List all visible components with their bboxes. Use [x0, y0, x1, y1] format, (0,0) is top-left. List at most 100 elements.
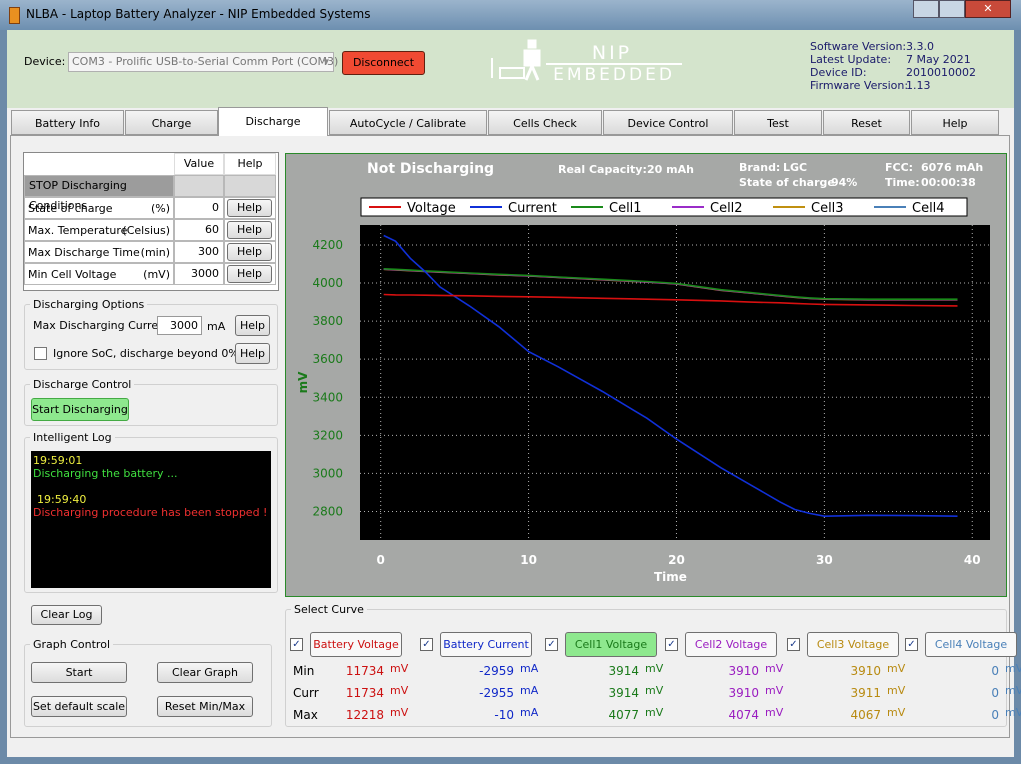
fcc-value: 6076 mAh: [921, 161, 983, 174]
row-label: [24, 219, 174, 241]
row-value[interactable]: 0: [174, 197, 224, 219]
legend-label: Cell3: [811, 201, 844, 216]
tab[interactable]: Battery Info: [11, 110, 124, 135]
curve-checkbox[interactable]: ✓: [905, 638, 918, 651]
start-discharging-button[interactable]: Start Discharging: [31, 398, 129, 421]
curve-button[interactable]: Cell4 Voltage: [925, 632, 1017, 657]
start-button[interactable]: Start: [31, 662, 127, 683]
help-button[interactable]: Help: [227, 265, 272, 283]
default-scale-button[interactable]: Set default scale: [31, 696, 127, 717]
tab[interactable]: Cells Check: [488, 110, 602, 135]
row-unit: (%): [150, 202, 170, 215]
soc-label: State of charge: [739, 176, 835, 189]
curve-checkbox[interactable]: ✓: [420, 638, 433, 651]
help-button[interactable]: Help: [235, 343, 270, 364]
row-label: [24, 241, 174, 263]
group-title: Intelligent Log: [30, 431, 115, 444]
curve-checkbox[interactable]: ✓: [290, 638, 303, 651]
curve-button[interactable]: Battery Voltage: [310, 632, 402, 657]
row-value[interactable]: 3000: [174, 263, 224, 285]
curve-unit: mV: [1005, 684, 1021, 697]
options-group: Discharging Options: [24, 298, 278, 370]
curve-unit: mA: [520, 684, 539, 697]
maximize-button[interactable]: [939, 0, 965, 18]
y-tick-label: 3400: [312, 390, 343, 404]
help-button[interactable]: Help: [227, 221, 272, 239]
curve-unit: mV: [765, 684, 784, 697]
tab[interactable]: Test: [734, 110, 822, 135]
info-value: 1.13: [906, 79, 931, 92]
curve-value: 11734: [345, 686, 384, 700]
clear-graph-button[interactable]: Clear Graph: [157, 662, 253, 683]
current-label: Max Discharging Current:: [33, 319, 174, 332]
row-help-cell: [224, 263, 276, 285]
curve-unit: mV: [887, 662, 906, 675]
row-unit: (Celsius): [122, 224, 170, 237]
info-value: 3.3.0: [906, 40, 934, 53]
row-help-cell: [224, 197, 276, 219]
ignore-checkbox[interactable]: [34, 347, 47, 360]
tab[interactable]: AutoCycle / Calibrate: [329, 110, 487, 135]
row-label: Max Discharge Time: [28, 246, 140, 259]
row-label: Min: [293, 664, 315, 678]
curve-value: -2959: [479, 664, 514, 678]
curve-checkbox[interactable]: ✓: [545, 638, 558, 651]
curve-unit: mV: [390, 662, 409, 675]
row-label: Curr: [293, 686, 319, 700]
row-label: [24, 197, 174, 219]
row-label: [24, 263, 174, 285]
tab[interactable]: Reset: [823, 110, 910, 135]
row-value[interactable]: 60: [174, 219, 224, 241]
help-button[interactable]: Help: [235, 315, 270, 336]
curve-value: 3910: [728, 686, 759, 700]
tab[interactable]: Device Control: [603, 110, 733, 135]
curve-button[interactable]: Cell2 Voltage: [685, 632, 777, 657]
disconnect-button[interactable]: Disconnect: [342, 51, 425, 75]
info-value: 7 May 2021: [906, 53, 971, 66]
curve-checkbox[interactable]: ✓: [665, 638, 678, 651]
info-label: Latest Update:: [810, 53, 892, 66]
curve-unit: mV: [887, 706, 906, 719]
title-bar: [0, 0, 1021, 30]
curve-unit: mV: [645, 662, 664, 675]
app-icon: [9, 7, 20, 24]
device-select[interactable]: COM3 - Prolific USB-to-Serial Comm Port …: [68, 52, 338, 72]
help-button[interactable]: Help: [227, 243, 272, 261]
current-input[interactable]: 3000: [157, 316, 202, 335]
legend-label: Cell1: [609, 201, 642, 216]
table-header: Help: [224, 153, 276, 175]
logo-nip: NIP: [592, 42, 632, 64]
brand-label: Brand:: [739, 161, 780, 174]
curve-button[interactable]: Battery Current: [440, 632, 532, 657]
curve-button[interactable]: Cell1 Voltage: [565, 632, 657, 657]
series-line: [383, 293, 958, 307]
curve-checkbox[interactable]: ✓: [787, 638, 800, 651]
curve-unit: mV: [887, 684, 906, 697]
x-tick-label: 10: [520, 553, 537, 567]
curve-value: 0: [991, 664, 999, 678]
legend-label: Cell2: [710, 201, 743, 216]
table-section: STOP Discharging Conditions: [24, 175, 174, 212]
reset-minmax-button[interactable]: Reset Min/Max: [157, 696, 253, 717]
curve-unit: mV: [1005, 662, 1021, 675]
device-label: Device:: [24, 55, 66, 68]
row-unit: (min): [140, 246, 170, 259]
minimize-button[interactable]: [913, 0, 939, 18]
curve-unit: mV: [1005, 706, 1021, 719]
row-value[interactable]: 300: [174, 241, 224, 263]
tab[interactable]: Help: [911, 110, 999, 135]
y-tick-label: 2800: [312, 504, 343, 518]
chart: Not Discharging Real Capacity: 20 mAh Br…: [285, 153, 1007, 597]
help-button[interactable]: Help: [227, 199, 272, 217]
info-label: Device ID:: [810, 66, 867, 79]
close-button[interactable]: ✕: [965, 0, 1011, 18]
status-state: Not Discharging: [367, 161, 494, 177]
tab[interactable]: Charge: [125, 110, 218, 135]
legend-label: Current: [508, 201, 557, 216]
clear-log-button[interactable]: Clear Log: [31, 605, 102, 625]
curve-button[interactable]: Cell3 Voltage: [807, 632, 899, 657]
curve-unit: mV: [645, 706, 664, 719]
curve-value: 3910: [850, 664, 881, 678]
tab[interactable]: Discharge: [218, 107, 328, 136]
x-tick-label: 20: [668, 553, 685, 567]
